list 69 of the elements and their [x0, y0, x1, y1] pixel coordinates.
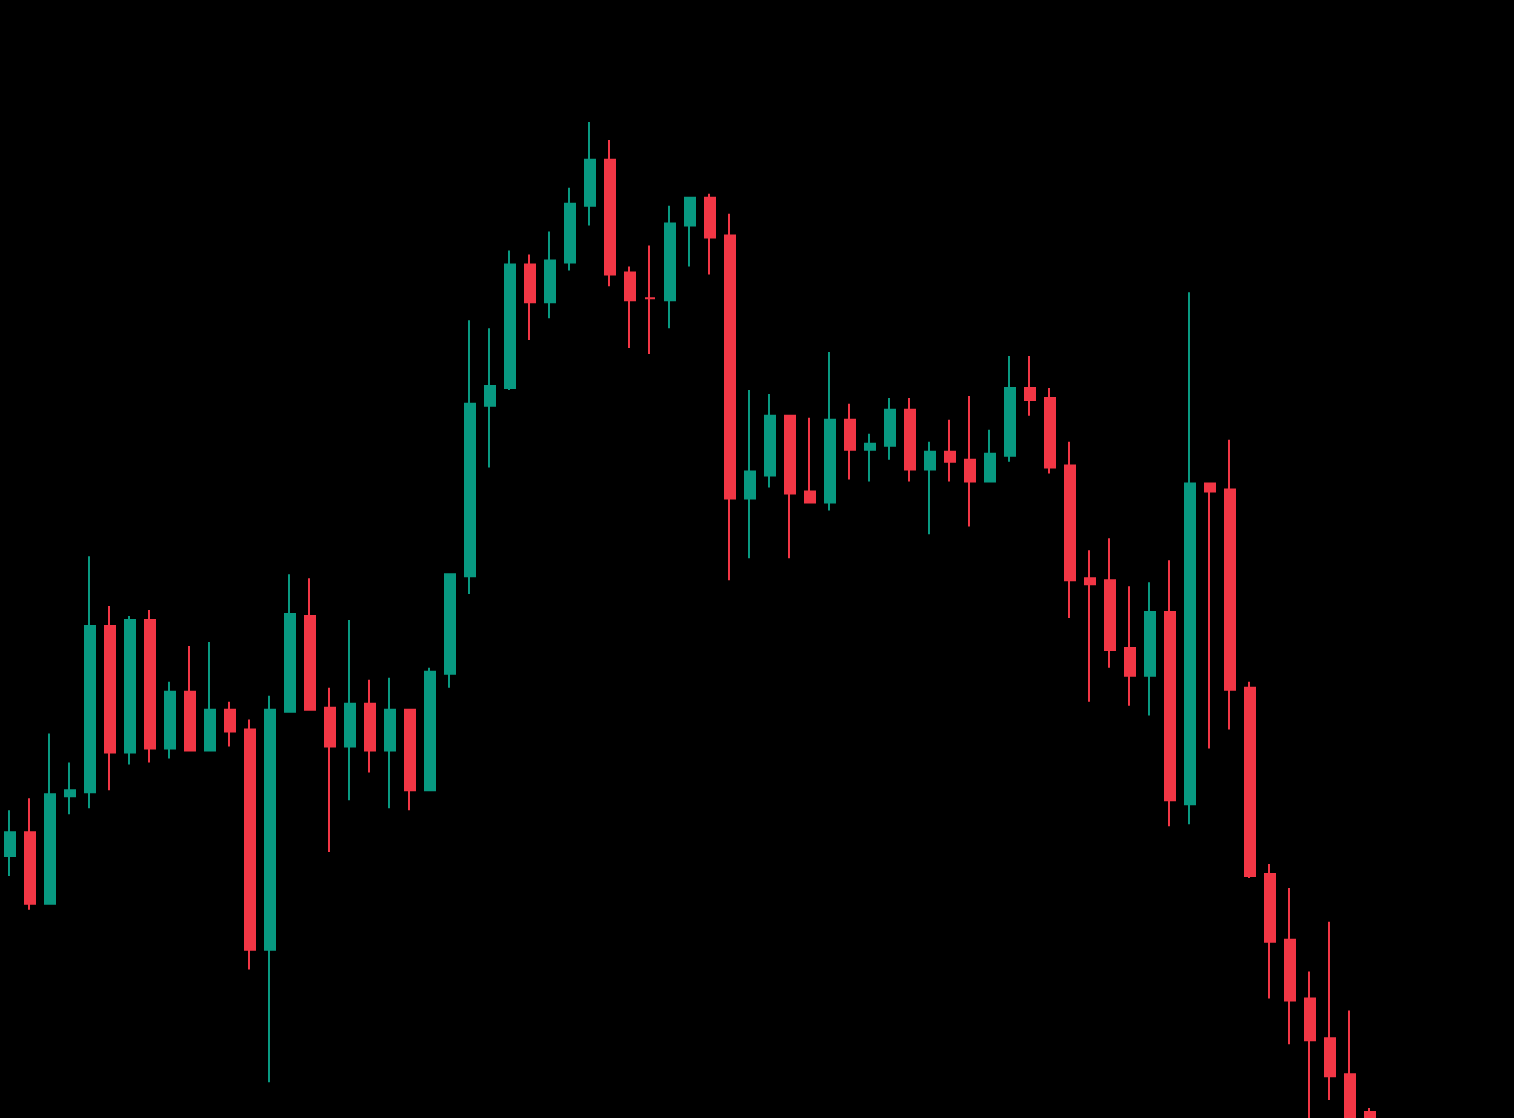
- candlestick: [1104, 537, 1116, 669]
- candlestick: [964, 394, 976, 528]
- candlestick: [84, 555, 96, 810]
- candlestick: [1024, 355, 1036, 417]
- candlestick: [584, 121, 596, 227]
- candlestick: [664, 204, 676, 330]
- candlestick: [1364, 1107, 1376, 1118]
- candlestick: [1044, 386, 1056, 475]
- candlestick: [804, 416, 816, 504]
- candlestick: [604, 138, 616, 288]
- candlestick: [44, 732, 56, 905]
- candlestick: [1064, 440, 1076, 620]
- candlestick: [764, 392, 776, 489]
- candlestick: [924, 440, 936, 536]
- candlestick: [444, 573, 456, 689]
- candlestick: [1304, 970, 1316, 1118]
- candlestick: [64, 761, 76, 816]
- candlestick: [504, 249, 516, 391]
- candlestick: [784, 414, 796, 560]
- candlestick: [1284, 886, 1296, 1046]
- candlestick: [1264, 863, 1276, 1000]
- candlestick: [364, 678, 376, 774]
- candlestick: [544, 230, 556, 320]
- candlestick: [824, 351, 836, 512]
- candlestick: [324, 686, 336, 854]
- candlestick: [4, 809, 16, 877]
- candlestick: [1184, 291, 1196, 826]
- candlestick: [204, 640, 216, 752]
- candlestick: [164, 680, 176, 760]
- candlestick: [1084, 549, 1096, 703]
- candlestick: [184, 644, 196, 752]
- candlestick: [844, 402, 856, 481]
- candlestick: [1244, 680, 1256, 879]
- candlestick: [244, 718, 256, 971]
- candlestick: [264, 694, 276, 1084]
- candlestick: [644, 244, 656, 356]
- candlestick: [1204, 482, 1216, 750]
- candlestick: [864, 432, 876, 483]
- candlestick: [744, 388, 756, 560]
- candlestick: [1344, 1009, 1356, 1118]
- candlestick: [124, 615, 136, 766]
- candlestick: [984, 428, 996, 483]
- candlestick: [404, 708, 416, 812]
- candlestick: [944, 418, 956, 483]
- candlestick: [1144, 581, 1156, 717]
- candlestick: [724, 212, 736, 582]
- candlestick: [884, 396, 896, 461]
- candlestick: [304, 577, 316, 711]
- candlestick: [104, 605, 116, 792]
- candlestick: [904, 396, 916, 483]
- candlestick: [464, 319, 476, 596]
- candlestick: [624, 265, 636, 350]
- candlestick: [1324, 920, 1336, 1102]
- candlestick: [1004, 355, 1016, 463]
- candlestick: [24, 797, 36, 911]
- candlestick: [424, 666, 436, 792]
- candlestick: [1124, 585, 1136, 707]
- candlestick: [524, 253, 536, 342]
- candlestick: [144, 609, 156, 764]
- candlestick: [1224, 438, 1236, 731]
- candlestick: [284, 573, 296, 713]
- candlestick: [564, 186, 576, 272]
- candlestick: [484, 327, 496, 469]
- candlestick: [704, 192, 716, 276]
- candlestick: [684, 196, 696, 268]
- candlestick: [384, 676, 396, 810]
- candlestick: [344, 619, 356, 802]
- candlestick: [224, 700, 236, 748]
- candlestick: [1164, 559, 1176, 828]
